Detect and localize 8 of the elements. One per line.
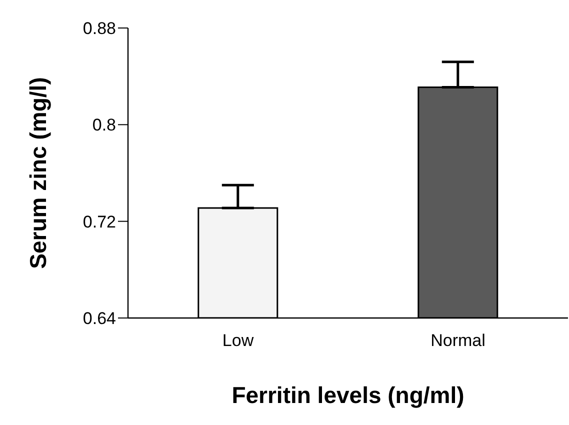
x-tick-label: Low — [222, 331, 254, 350]
x-tick-label: Normal — [430, 331, 486, 350]
y-tick-label: 0.64 — [82, 309, 116, 328]
y-tick-label: 0.72 — [82, 212, 116, 232]
x-axis-title: Ferritin levels (ng/ml) — [232, 382, 464, 408]
y-axis-title: Serum zinc (mg/l) — [25, 77, 52, 269]
y-tick-label: 0.8 — [92, 116, 116, 135]
y-tick-label: 0.88 — [82, 19, 116, 38]
